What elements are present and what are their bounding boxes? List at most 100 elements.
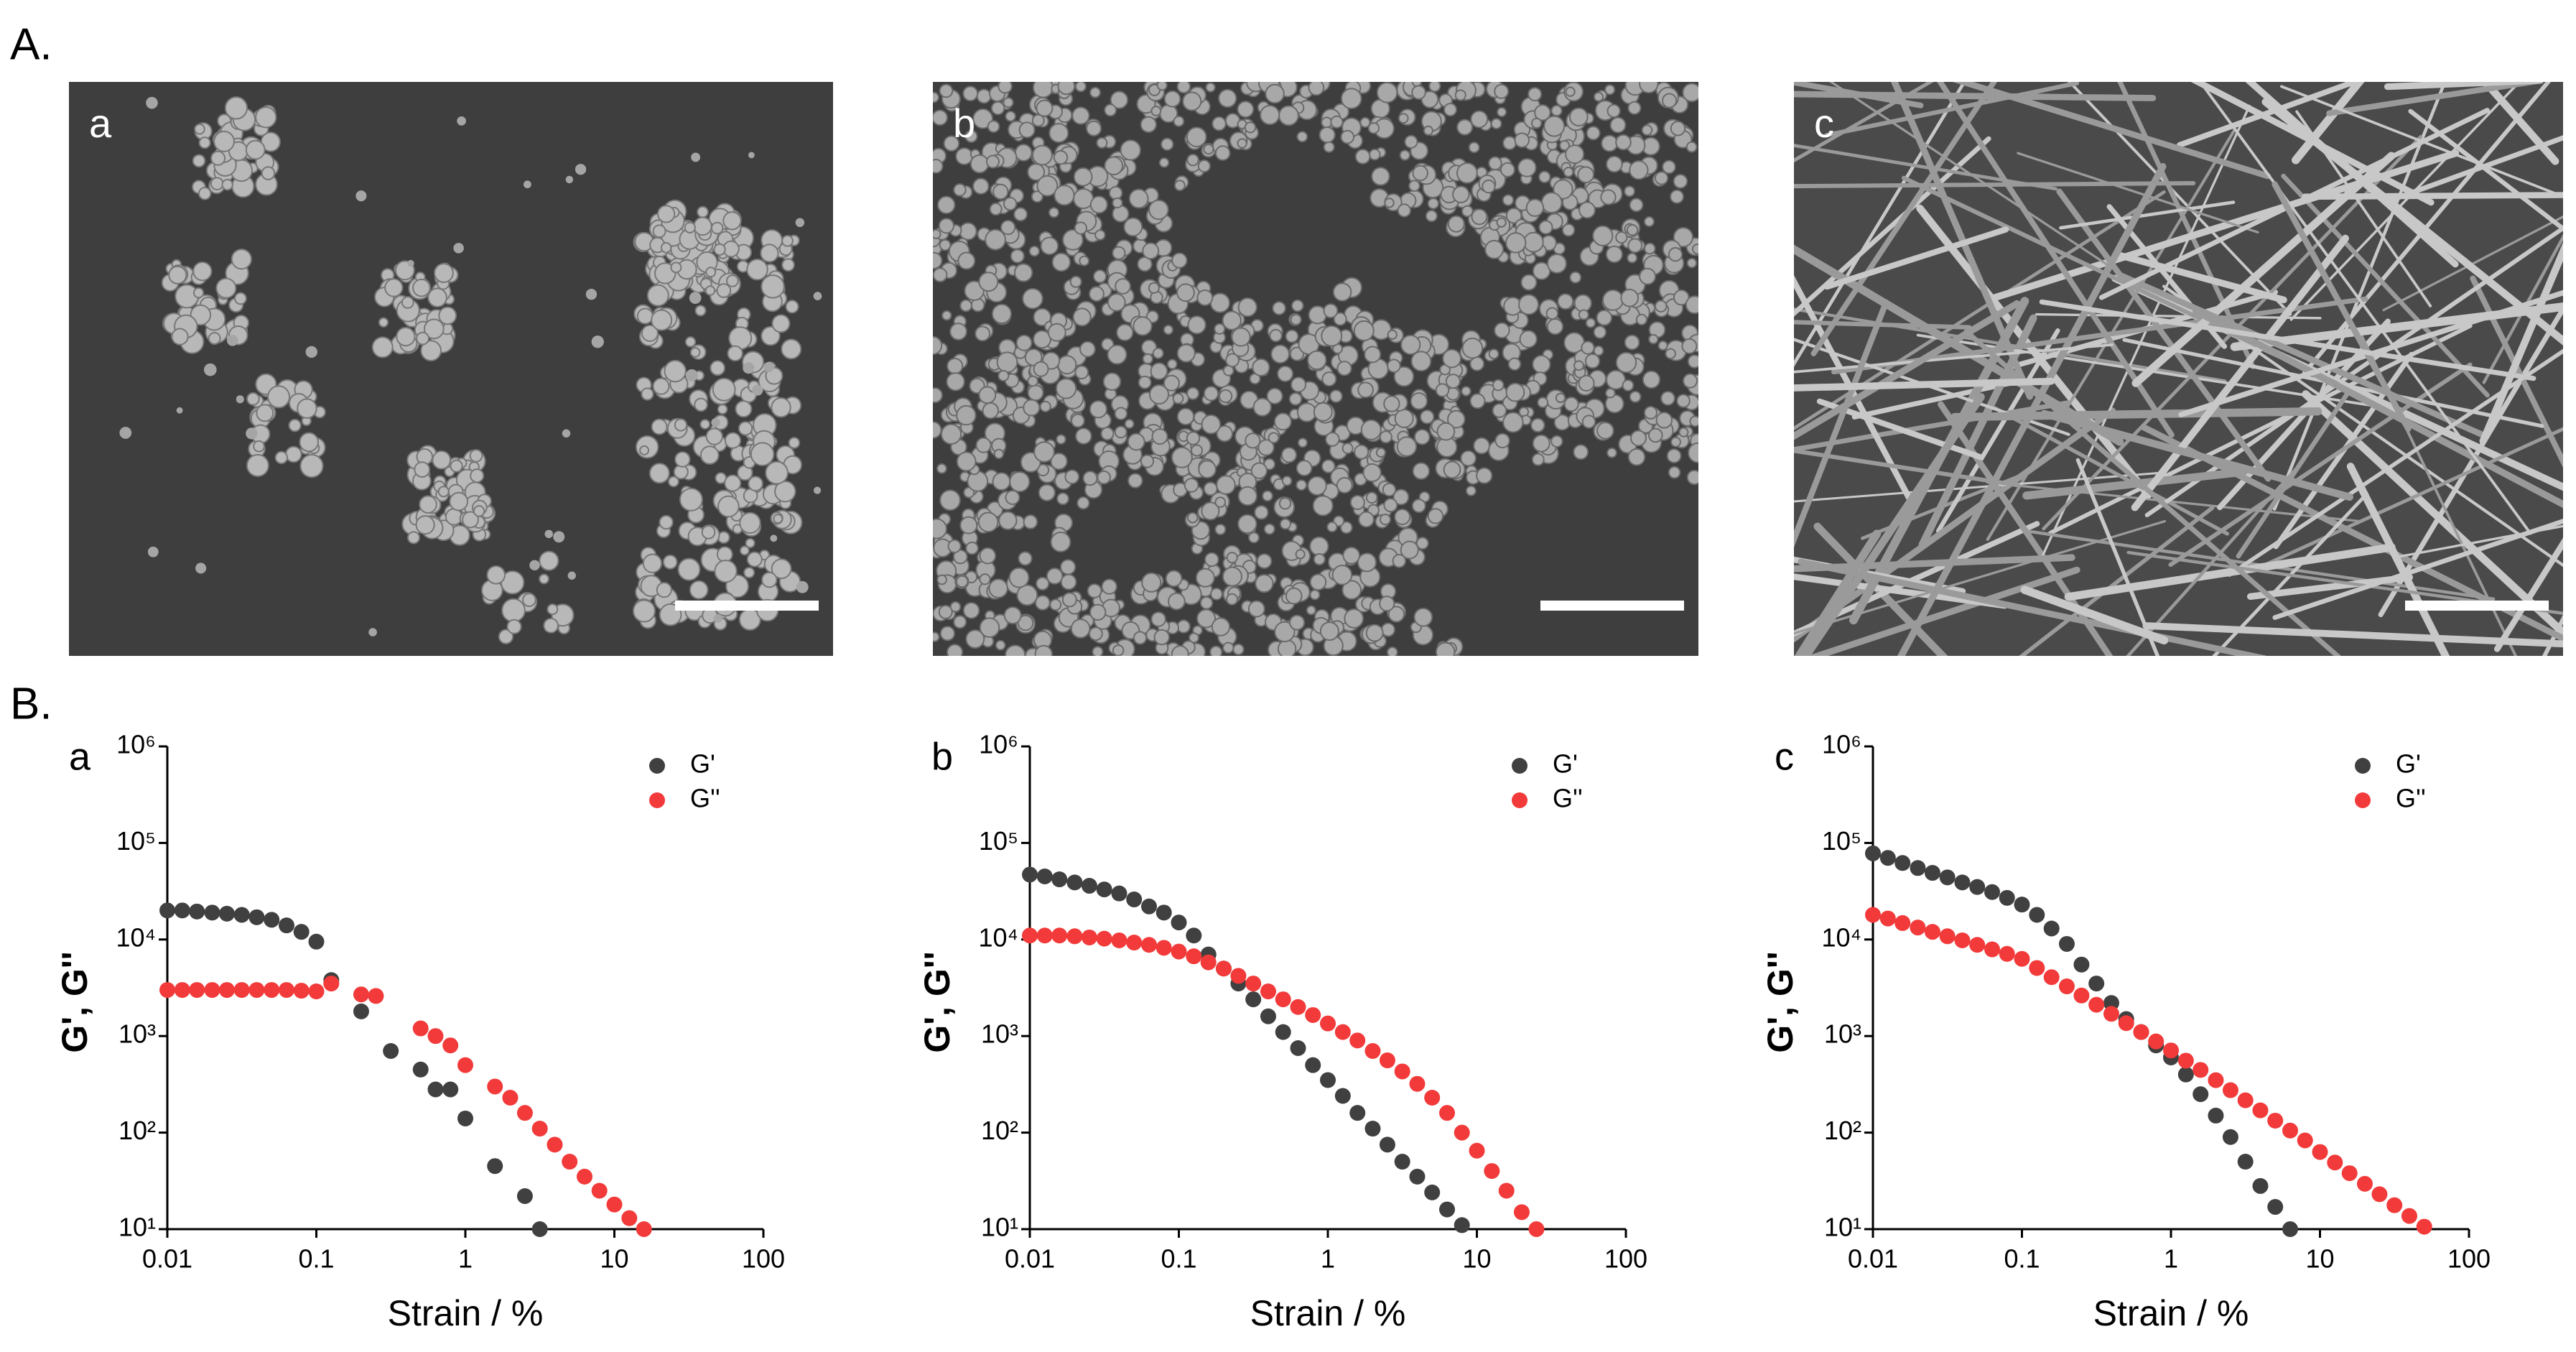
particle [979,617,1000,638]
particle [1156,82,1168,91]
particle [1423,125,1433,136]
particle [176,407,183,414]
particle [752,384,763,396]
particle [453,243,464,254]
legend-marker [649,758,665,774]
particle [1313,553,1326,566]
particle [1665,348,1676,360]
fiber [1938,401,2114,656]
data-point [279,982,295,999]
particle [1683,373,1698,389]
particle [1252,358,1270,376]
particle [1600,189,1617,205]
particle [1469,393,1486,409]
particle [1153,629,1171,646]
particle [1079,341,1096,358]
particle [1114,425,1127,439]
particle [1673,227,1694,248]
particle [717,404,728,415]
particle [947,539,962,554]
particle [1460,450,1477,467]
particle [1540,192,1563,214]
particle [933,158,944,174]
particle [1277,365,1294,382]
particle [940,423,962,445]
particle [1376,82,1398,103]
particle [1609,116,1627,134]
particle [1190,444,1204,457]
data-point [1111,932,1127,948]
particle [1502,194,1515,206]
particle [1003,606,1022,625]
particle [1681,338,1698,354]
particle [1296,402,1317,422]
particle [469,449,483,463]
particle [547,603,559,616]
particle [1033,441,1055,463]
fiber [1794,91,2157,101]
particle [1089,86,1101,98]
particle [1342,443,1354,455]
particle [677,557,701,581]
particle [1662,159,1676,175]
particle [168,265,187,284]
particle [1394,408,1414,428]
particle [956,404,977,426]
y-tick-label: 10⁴ [978,922,1018,952]
particle [1005,490,1020,505]
particle [1265,83,1285,104]
particle [1138,375,1152,389]
particle [1173,180,1186,192]
particle [203,363,217,376]
data-point [1409,1168,1426,1185]
particle [1336,477,1353,494]
particle [1435,642,1456,656]
particle [437,486,450,498]
particle [1056,492,1069,506]
particle [1605,245,1623,264]
data-point [189,903,205,920]
particle [1362,463,1382,483]
particle [1321,371,1337,387]
particle [1062,229,1084,251]
particle [470,468,485,483]
particle [1578,374,1595,392]
data-point [1066,928,1083,945]
particle [1461,205,1474,218]
data-point [2252,1102,2269,1119]
particle [743,362,755,374]
particle [1163,324,1174,335]
particle [1505,207,1522,224]
particle [651,418,668,435]
particle [1392,489,1410,506]
particle [1415,537,1429,550]
fiber [2126,550,2563,616]
fiber [1794,554,2075,573]
data-point [368,988,384,1004]
fiber [2048,323,2473,535]
data-point [1364,1121,1381,1137]
particle [1581,415,1596,429]
data-point [2118,1015,2134,1032]
y-tick-label: 10³ [118,1019,156,1049]
particle [788,437,801,449]
particle [1530,117,1543,129]
data-point [323,976,340,992]
particle [939,626,956,642]
particle [1186,431,1201,445]
particle [1060,573,1077,591]
particle [1260,104,1280,126]
data-point [1954,932,1971,948]
section-label: A. [10,19,52,69]
particle [1624,334,1640,351]
data-point [2267,1199,2284,1216]
particle [985,228,1006,251]
particle [1097,470,1111,485]
fiber [1798,558,2267,656]
fiber [2178,290,2563,417]
data-point [1245,991,1262,1008]
x-tick-label: 0.1 [1161,1244,1196,1274]
fiber [2142,622,2563,648]
particle [727,345,743,362]
particle [305,346,317,358]
